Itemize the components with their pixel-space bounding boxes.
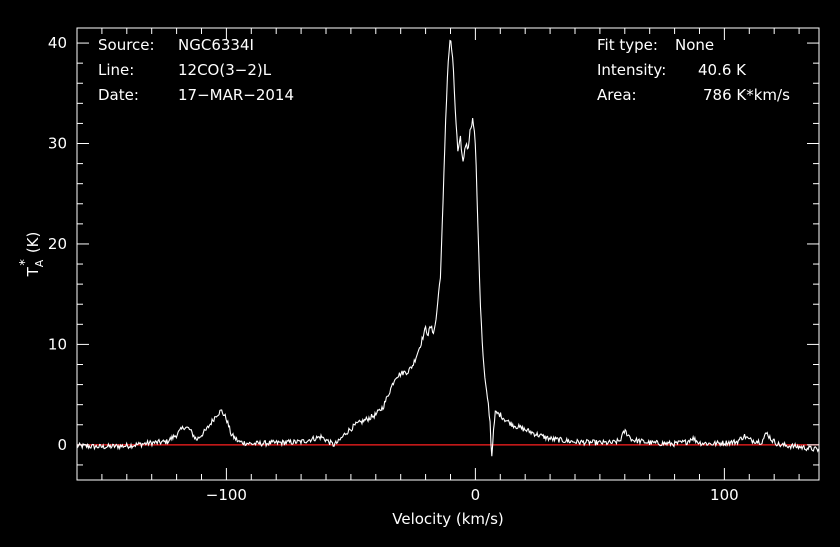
x-tick-label: 0 bbox=[471, 486, 481, 504]
y-axis-title: TA* (K) bbox=[18, 232, 46, 278]
fit-type-value: None bbox=[675, 36, 714, 54]
ticks-layer: −100 0 100 0 10 20 30 40 bbox=[48, 28, 819, 504]
intensity-value: 40.6 K bbox=[698, 61, 747, 79]
x-tick-label: 100 bbox=[710, 486, 739, 504]
source-value: NGC6334I bbox=[178, 36, 254, 54]
y-axis-title-sup: * bbox=[18, 259, 33, 266]
line-label: Line: bbox=[98, 61, 134, 79]
y-tick-label: 20 bbox=[48, 235, 67, 253]
intensity-label: Intensity: bbox=[597, 61, 666, 79]
area-value: 786 K*km/s bbox=[703, 86, 790, 104]
svg-text:TA*(K): TA* (K) bbox=[18, 232, 46, 278]
date-value: 17−MAR−2014 bbox=[178, 86, 294, 104]
fit-type-label: Fit type: bbox=[597, 36, 658, 54]
y-axis-title-sub: A bbox=[33, 259, 46, 267]
line-value: 12CO(3−2)L bbox=[178, 61, 272, 79]
x-tick-label: −100 bbox=[206, 486, 247, 504]
y-tick-label: 10 bbox=[48, 335, 67, 353]
source-label: Source: bbox=[98, 36, 155, 54]
x-axis-title: Velocity (km/s) bbox=[392, 510, 503, 528]
spectrum-line bbox=[76, 39, 820, 457]
y-axis-title-unit: (K) bbox=[24, 232, 42, 254]
plot-frame bbox=[76, 27, 820, 481]
plot-layer bbox=[76, 39, 820, 457]
date-label: Date: bbox=[98, 86, 139, 104]
y-axis-title-main: T bbox=[24, 266, 42, 277]
y-tick-label: 40 bbox=[48, 34, 67, 52]
y-tick-label: 0 bbox=[57, 436, 67, 454]
area-label: Area: bbox=[597, 86, 637, 104]
y-tick-label: 30 bbox=[48, 135, 67, 153]
